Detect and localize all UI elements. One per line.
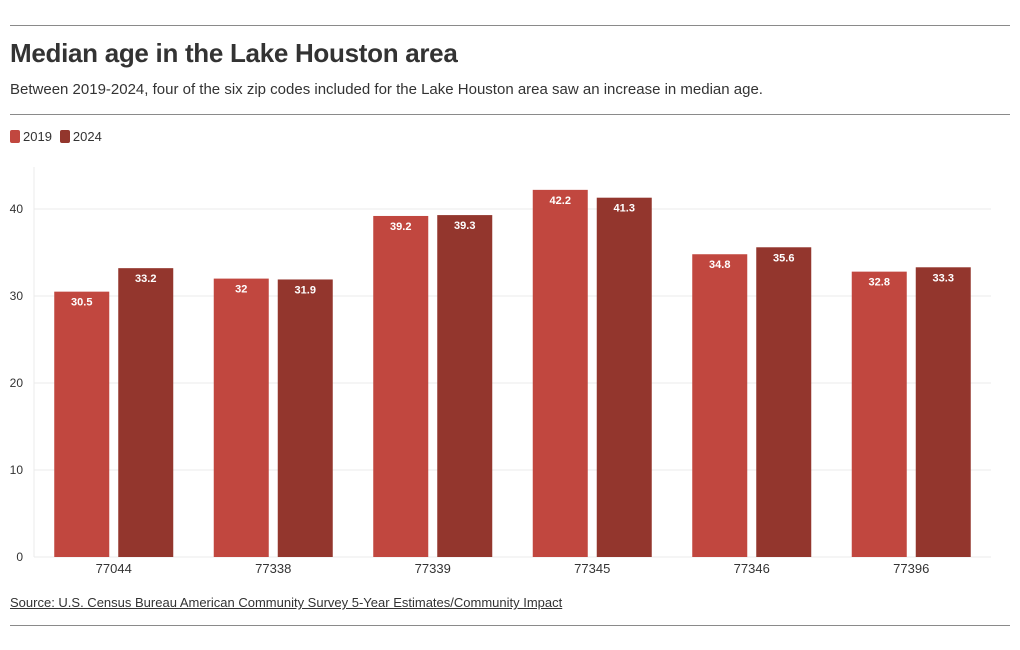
data-label-2019-77339: 39.2	[390, 221, 411, 233]
bar-2024-77345	[596, 197, 652, 557]
data-label-2024-77396: 33.3	[933, 272, 954, 284]
x-tick-label: 77044	[96, 561, 132, 576]
header-rule	[10, 114, 1010, 115]
data-label-2024-77345: 41.3	[614, 203, 635, 215]
data-label-2024-77338: 31.9	[295, 284, 316, 296]
x-axis-ticks: 77044 77338 77339 77345 77346 77396	[96, 561, 930, 576]
data-label-2024-77339: 39.3	[454, 220, 475, 232]
x-tick-label: 77338	[255, 561, 291, 576]
x-tick-label: 77345	[574, 561, 610, 576]
bar-2019-77339	[373, 215, 429, 557]
legend-swatch-2024	[59, 130, 70, 143]
bottom-rule	[10, 625, 1010, 626]
bar-2019-77044	[54, 291, 110, 557]
bar-2019-77338	[213, 278, 269, 557]
top-rule	[10, 25, 1010, 26]
bar-2024-77396	[915, 267, 971, 557]
bar-2024-77339	[437, 215, 493, 557]
chart-title: Median age in the Lake Houston area	[10, 38, 458, 68]
bar-2024-77044	[118, 268, 174, 557]
bar-2024-77338	[277, 279, 333, 557]
x-tick-label: 77346	[734, 561, 770, 576]
legend: 2019 2024	[10, 129, 110, 144]
data-label-2019-77044: 30.5	[71, 297, 92, 309]
legend-swatch-2019	[10, 130, 20, 143]
y-tick-label: 20	[10, 376, 24, 390]
chart-subtitle: Between 2019-2024, four of the six zip c…	[10, 81, 763, 98]
legend-label-2019: 2019	[23, 129, 52, 144]
data-label-2019-77345: 42.2	[550, 195, 571, 207]
grid-layer	[33, 167, 991, 558]
bar-2024-77346	[756, 247, 812, 557]
data-label-2024-77346: 35.6	[773, 252, 794, 264]
legend-item-2024[interactable]: 2024	[59, 129, 102, 144]
x-tick-label: 77339	[415, 561, 451, 576]
bar-2019-77345	[532, 189, 588, 558]
y-tick-label: 40	[10, 202, 24, 216]
legend-label-2024: 2024	[72, 129, 102, 144]
data-label-2019-77396: 32.8	[869, 277, 890, 289]
y-axis-ticks: 0 10 20 30 40	[10, 202, 24, 564]
bar-2019-77396	[851, 271, 907, 557]
y-tick-label: 0	[16, 550, 23, 564]
data-label-2019-77346: 34.8	[709, 259, 730, 271]
x-tick-label: 77396	[893, 561, 929, 576]
data-label-2024-77044: 33.2	[135, 273, 156, 285]
legend-item-2019[interactable]: 2019	[10, 129, 52, 144]
bar-chart: 0 10 20 30 40 30.5 33.2 32 31.9 39.2 39.3 42.2 41.3…	[10, 167, 991, 576]
source-link[interactable]: Source: U.S. Census Bureau American Comm…	[10, 595, 563, 610]
bars: 30.5 33.2 32 31.9 39.2 39.3 42.2 41.3 34.8 35.6 32…	[54, 189, 971, 558]
bar-2019-77346	[692, 254, 748, 558]
data-label-2019-77338: 32	[235, 284, 247, 296]
y-tick-label: 30	[10, 289, 24, 303]
y-tick-label: 10	[10, 463, 24, 477]
